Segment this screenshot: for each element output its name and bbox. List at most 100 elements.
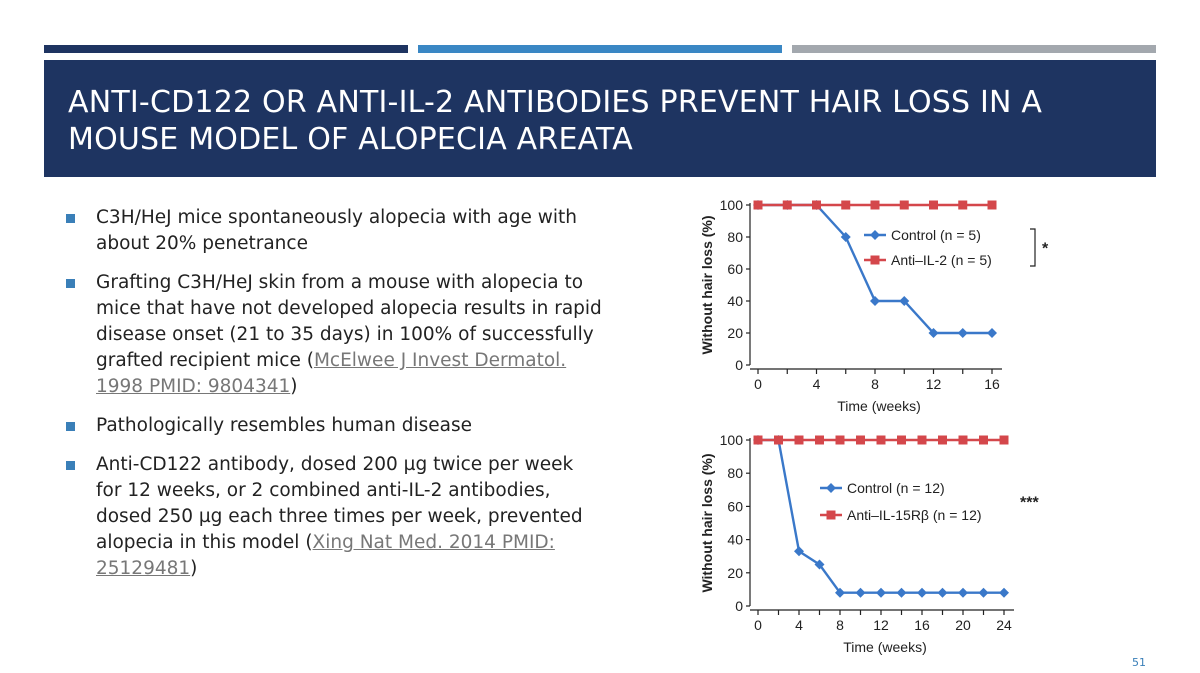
x-tick-label: 8 [871,376,879,392]
x-tick-label: 16 [984,376,1000,392]
x-tick-label: 0 [754,617,762,633]
data-point-diamond [840,232,851,242]
data-point-diamond [957,328,968,338]
chart-anti-il15rb: 0 20 40 60 80 100 0 4 8 12 16 20 24 Time (weeks) Witho… [690,425,1070,660]
accent-bar-1 [44,45,408,53]
chart-anti-il2: 0 20 40 60 80 100 0 4 8 12 16 Time (weeks) Without h… [690,188,1070,418]
legend-marker-diamond [870,230,880,240]
data-point-diamond [896,587,907,598]
x-tick-label: 12 [926,376,942,392]
x-tick-label: 8 [836,617,844,633]
bullet-square-icon [66,214,75,223]
data-point-square [812,200,821,210]
data-point-square [753,435,763,445]
data-point-square [958,200,968,210]
data-point-square [753,200,763,210]
data-point-diamond [899,296,910,306]
y-tick-label: 60 [727,498,743,514]
chart-anti-il15rb-svg: 0 20 40 60 80 100 0 4 8 12 16 20 24 Time (weeks) Witho… [699,432,1039,655]
data-point-square [929,200,938,210]
title-line-1: ANTI-CD122 OR ANTI-IL-2 ANTIBODIES PREVE… [68,85,1043,120]
x-tick-label: 20 [955,617,971,633]
data-point-diamond [855,587,866,598]
data-point-square [856,435,865,445]
data-point-diamond [814,559,825,570]
bullet-text: C3H/HeJ mice spontaneously alopecia with… [96,207,577,254]
data-point-square [897,435,906,445]
data-point-diamond [917,587,927,598]
bullet-list: C3H/HeJ mice spontaneously alopecia with… [62,205,602,595]
data-point-square [815,435,824,445]
bullet-text: Grafting C3H/HeJ skin from a mouse with … [96,272,602,371]
legend-label: Control (n = 5) [891,227,981,243]
bullet-text-end: ) [290,376,298,397]
significance-bracket [1030,228,1036,267]
citation-link-xing[interactable]: Xing Nat Med. 2014 PMID: 25129481 [96,532,555,579]
data-point-square [835,435,845,445]
bullet-text: Pathologically resembles human disease [96,415,472,436]
data-point-square [841,200,851,210]
data-point-square [917,435,927,445]
x-axis-label: Time (weeks) [843,639,927,655]
legend-marker-square [826,510,836,520]
y-tick-label: 80 [727,465,743,481]
data-point-square [899,200,909,210]
bullet-square-icon [66,279,75,288]
data-point-square [987,200,997,210]
y-tick-label: 60 [727,261,743,277]
data-point-diamond [978,587,989,598]
y-tick-label: 40 [727,532,743,548]
y-axis-label: Without hair loss (%) [699,215,715,354]
data-point-diamond [876,587,886,598]
legend-marker-square [870,255,880,265]
title-banner: ANTI-CD122 OR ANTI-IL-2 ANTIBODIES PREVE… [44,60,1156,177]
data-point-square [958,435,968,445]
y-tick-label: 100 [720,432,744,448]
bullet-item: Anti-CD122 antibody, dosed 200 µg twice … [62,452,602,582]
data-point-square [794,435,804,445]
data-point-diamond [870,296,880,306]
legend-marker-diamond [826,483,836,493]
data-point-square [979,435,988,445]
data-point-square [774,435,783,445]
accent-bar-3 [792,45,1156,53]
x-tick-label: 4 [795,617,803,633]
y-tick-label: 100 [720,197,744,213]
data-point-diamond [999,587,1009,598]
x-tick-label: 0 [754,376,762,392]
data-point-square [876,435,886,445]
y-tick-label: 80 [727,229,743,245]
x-tick-label: 16 [914,617,930,633]
bullet-item: Grafting C3H/HeJ skin from a mouse with … [62,270,602,400]
data-point-diamond [835,587,845,598]
x-tick-label: 4 [813,376,821,392]
y-tick-label: 0 [735,357,743,373]
title-line-2: MOUSE MODEL OF ALOPECIA AREATA [68,122,633,157]
slide-title: ANTI-CD122 OR ANTI-IL-2 ANTIBODIES PREVE… [68,84,1148,158]
data-point-square [782,200,792,210]
bullet-square-icon [66,422,75,431]
data-point-diamond [987,328,997,338]
significance-stars: * [1042,241,1049,258]
legend-label: Anti–IL-2 (n = 5) [891,252,992,268]
legend-label: Anti–IL-15Rβ (n = 12) [847,507,982,523]
bullet-square-icon [66,461,75,470]
x-axis-label: Time (weeks) [837,398,921,414]
bullet-text-end: ) [190,558,198,579]
legend-label: Control (n = 12) [847,480,945,496]
data-point-diamond [937,587,948,598]
x-tick-label: 12 [873,617,889,633]
citation-link-mcelwee[interactable]: McElwee J Invest Dermatol. 1998 PMID: 98… [96,350,567,397]
bullet-item: C3H/HeJ mice spontaneously alopecia with… [62,205,602,257]
chart-anti-il2-svg: 0 20 40 60 80 100 0 4 8 12 16 Time (weeks) Without h… [699,197,1049,414]
data-point-square [938,435,947,445]
y-tick-label: 20 [727,325,743,341]
y-tick-label: 0 [735,598,743,614]
accent-bar-2 [418,45,782,53]
page-number: 51 [1132,656,1146,669]
data-point-square [999,435,1009,445]
x-tick-label: 24 [996,617,1012,633]
data-point-diamond [928,328,939,338]
y-tick-label: 40 [727,293,743,309]
data-point-diamond [958,587,968,598]
